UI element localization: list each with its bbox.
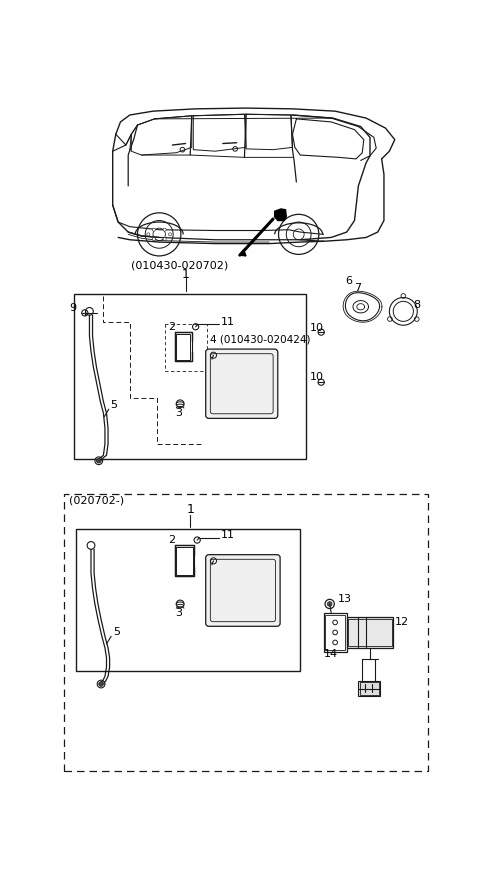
Bar [175, 545, 194, 577]
Text: 4 (010430-020424): 4 (010430-020424) [210, 335, 310, 345]
Bar [348, 619, 392, 647]
Text: 13: 13 [337, 594, 351, 605]
Bar [64, 493, 428, 771]
Bar [347, 617, 393, 648]
Circle shape [163, 228, 166, 231]
Circle shape [163, 237, 166, 241]
Text: 1: 1 [181, 268, 190, 281]
Circle shape [152, 237, 156, 241]
Text: 11: 11 [220, 530, 234, 541]
Text: 5: 5 [110, 400, 118, 410]
Text: 2: 2 [168, 535, 176, 545]
Polygon shape [275, 209, 286, 220]
Text: 10: 10 [310, 323, 324, 332]
Text: 9: 9 [69, 303, 76, 312]
Text: 12: 12 [395, 618, 409, 627]
Bar [176, 333, 190, 360]
FancyBboxPatch shape [206, 555, 280, 626]
Bar [176, 547, 192, 575]
Bar [360, 682, 379, 695]
Text: 11: 11 [220, 317, 234, 327]
Circle shape [327, 602, 332, 606]
Text: 7: 7 [355, 284, 361, 293]
Text: 14: 14 [324, 649, 337, 659]
Circle shape [168, 233, 172, 236]
Bar [75, 528, 300, 671]
Text: 1: 1 [186, 503, 194, 515]
Text: (010430-020702): (010430-020702) [132, 260, 229, 270]
Bar [175, 332, 192, 361]
Bar [324, 613, 347, 652]
Text: 5: 5 [113, 627, 120, 638]
Bar [74, 294, 306, 459]
Bar [325, 615, 345, 650]
Circle shape [147, 233, 150, 236]
Text: (020702-): (020702-) [69, 495, 124, 505]
Text: 8: 8 [413, 300, 420, 311]
Circle shape [99, 682, 103, 686]
Circle shape [152, 228, 156, 231]
Text: 3: 3 [175, 408, 182, 418]
Polygon shape [240, 249, 246, 255]
Circle shape [96, 458, 101, 463]
Text: 6: 6 [345, 276, 352, 285]
FancyBboxPatch shape [206, 349, 278, 418]
Text: 10: 10 [310, 372, 324, 382]
Text: 2: 2 [168, 322, 176, 332]
Text: 3: 3 [175, 608, 182, 619]
Bar [359, 681, 380, 696]
